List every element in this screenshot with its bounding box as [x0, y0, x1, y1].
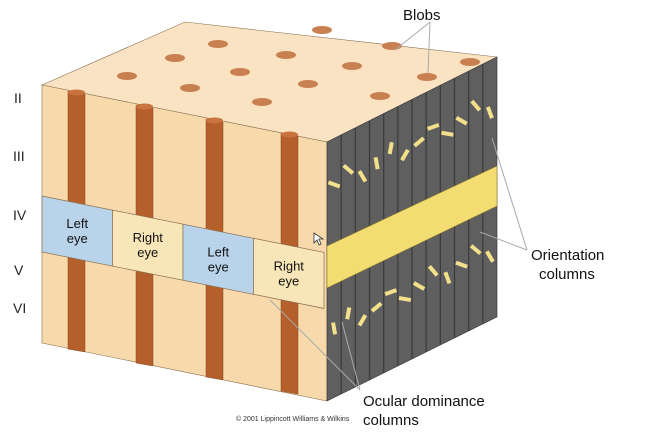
patch-label-line2: eye: [137, 245, 158, 260]
orientation-bar: [413, 136, 425, 148]
orientation-bar: [357, 170, 368, 183]
orientation-bar: [455, 115, 468, 126]
blob: [117, 72, 137, 80]
stripe-top-cap: [68, 89, 85, 96]
layer-label-ii: II: [14, 90, 22, 106]
patch-label-line1: Right: [133, 230, 164, 245]
layer-label-vi: VI: [13, 300, 27, 316]
orientation-bar: [412, 281, 426, 291]
leader-orientation-2: [479, 231, 528, 251]
stripe-top-cap: [206, 117, 223, 124]
layer-label-iv: IV: [13, 207, 27, 223]
orientation-label-line2: columns: [539, 266, 595, 283]
blob: [180, 84, 200, 92]
leader-blobs-2: [427, 21, 431, 74]
blob: [342, 62, 362, 70]
orientation-bar: [400, 148, 410, 162]
blob: [208, 40, 228, 48]
orientation-columns-label: Orientation columns: [531, 246, 604, 284]
blob: [370, 92, 390, 100]
leader-orientation-1: [491, 137, 528, 251]
orientation-bar: [455, 260, 468, 269]
blob: [298, 80, 318, 88]
orientation-bar: [327, 180, 341, 189]
orientation-label-line1: Orientation: [531, 247, 605, 264]
patch-label-line2: eye: [208, 259, 229, 274]
copyright-notice: © 2001 Lippincott Williams & Wilkins: [236, 416, 350, 423]
blob: [312, 26, 332, 34]
patch-label-line1: Left: [66, 216, 88, 231]
stripe-top-cap: [281, 131, 298, 138]
blob: [276, 51, 296, 59]
ocular-label-line1: Ocular dominance: [363, 393, 485, 410]
orientation-bar: [469, 244, 482, 256]
orientation-bar: [373, 156, 380, 170]
patch-label-line2: eye: [67, 231, 88, 246]
orientation-bar: [345, 307, 352, 320]
orientation-bar: [427, 264, 439, 277]
leader-lines: [269, 21, 528, 391]
blobs-group: [117, 26, 480, 106]
patch-right-eye: [253, 237, 325, 309]
blobs-label: Blobs: [403, 7, 441, 24]
blob: [252, 98, 272, 106]
ocular-dominance-label: Ocular dominance columns: [363, 392, 485, 430]
leader-ocular-2: [341, 321, 361, 391]
blob: [230, 68, 250, 76]
layer-label-iii: III: [13, 148, 25, 164]
leader-blobs-1: [394, 21, 431, 51]
orientation-bars: [327, 99, 495, 335]
leader-ocular-1: [269, 299, 361, 391]
stripe-top-cap: [136, 103, 153, 110]
patch-label-line1: Left: [207, 244, 229, 259]
orientation-bar: [470, 99, 482, 112]
orientation-bar: [441, 130, 454, 137]
orientation-bar: [485, 106, 494, 119]
orientation-bar: [384, 288, 398, 297]
layer-iv-side-band: [326, 165, 498, 289]
ocular-label-line2: columns: [363, 412, 419, 429]
patch-label-line1: Right: [274, 258, 305, 273]
orientation-bar: [370, 301, 383, 313]
orientation-bar: [357, 314, 368, 327]
orientation-bar: [398, 296, 412, 303]
orientation-bar: [443, 271, 452, 285]
blob: [460, 58, 480, 66]
blob: [165, 54, 185, 62]
orientation-bar: [331, 322, 338, 335]
blob: [417, 73, 437, 81]
orientation-bar: [426, 122, 440, 131]
orientation-bar: [342, 163, 355, 175]
layer-label-v: V: [14, 262, 24, 278]
blob: [382, 42, 402, 50]
orientation-bar: [387, 141, 394, 155]
patch-label-line2: eye: [278, 273, 299, 288]
cursor-icon: [313, 232, 325, 246]
orientation-bar: [485, 250, 495, 263]
